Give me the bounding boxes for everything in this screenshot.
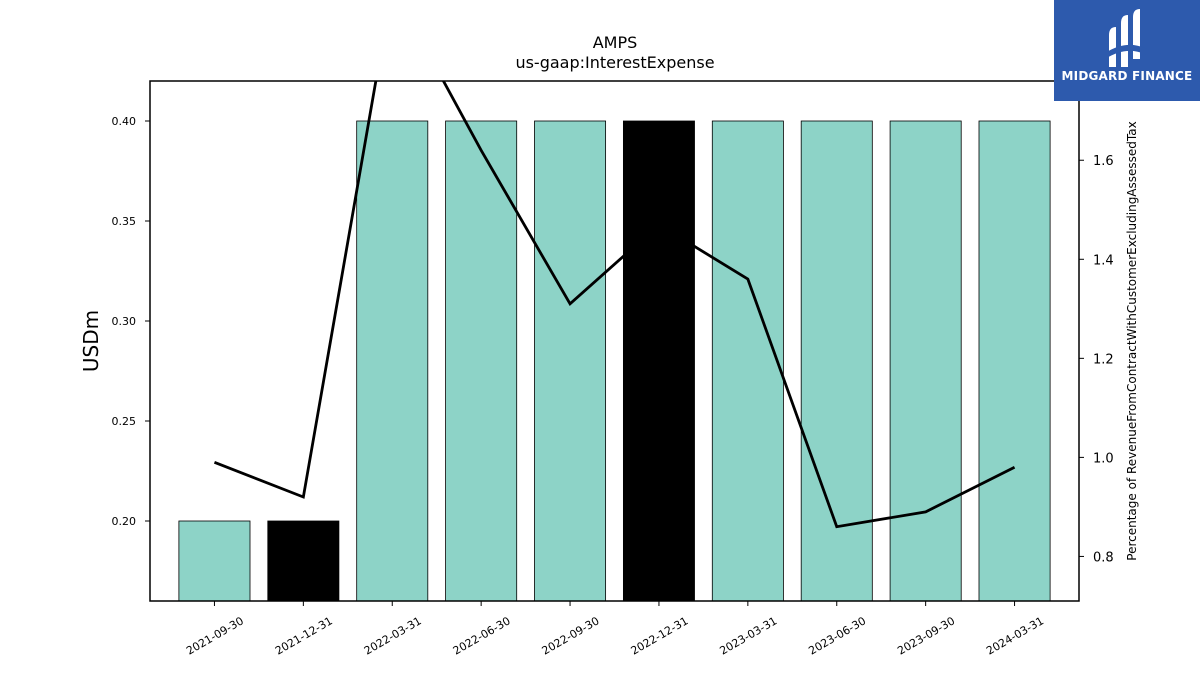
- y2-tick-label: 1.0: [1093, 451, 1114, 466]
- bar-2022-09-30: [534, 120, 607, 602]
- bar-2024-03-31: [978, 120, 1051, 602]
- x-tick-label: 2023-06-30: [806, 614, 868, 657]
- y-axis-label: USDm: [79, 310, 103, 372]
- x-tick-label: 2022-12-31: [629, 614, 691, 657]
- x-ticks-group: 2021-09-30 2021-12-31 2022-03-31 2022-06-30…: [184, 601, 1046, 658]
- bars-group: [178, 120, 1051, 602]
- y-tick-label: 0.40: [112, 115, 137, 128]
- x-tick-label: 2022-09-30: [540, 614, 602, 657]
- bar-2023-03-31: [711, 120, 784, 602]
- bar-2021-09-30: [178, 520, 251, 602]
- bar-2022-06-30: [445, 120, 518, 602]
- x-tick-label: 2023-09-30: [895, 614, 957, 657]
- bar-2022-12-31: [622, 120, 695, 602]
- y-tick-label: 0.20: [112, 515, 137, 528]
- midgard-logo-icon: [1105, 9, 1147, 67]
- chart-subtitle: us-gaap:InterestExpense: [515, 53, 714, 72]
- bar-2022-03-31: [356, 120, 429, 602]
- plot-frame: [149, 80, 1080, 602]
- y2-axis-label: Percentage of RevenueFromContractWithCus…: [1125, 121, 1139, 560]
- y-tick-label: 0.25: [112, 415, 137, 428]
- y2-tick-label: 1.6: [1093, 154, 1114, 169]
- y2-ticks-group: 0.8 1.0 1.2 1.4 1.6: [1079, 154, 1114, 565]
- x-tick-label: 2021-12-31: [273, 614, 335, 657]
- bar-2023-09-30: [889, 120, 962, 602]
- bar-2023-06-30: [800, 120, 873, 602]
- x-tick-label: 2023-03-31: [717, 614, 779, 657]
- y2-tick-label: 1.4: [1093, 253, 1114, 268]
- y-tick-label: 0.35: [112, 215, 137, 228]
- y-tick-label: 0.30: [112, 315, 137, 328]
- chart-title: AMPS: [593, 33, 638, 52]
- brand-logo: MIDGARD FINANCE: [1054, 0, 1200, 101]
- y2-tick-label: 1.2: [1093, 352, 1114, 367]
- x-tick-label: 2022-06-30: [451, 614, 513, 657]
- line-group: [213, 81, 1016, 529]
- ratio-line: [213, 81, 1016, 529]
- bar-2021-12-31: [267, 520, 340, 602]
- x-tick-label: 2021-09-30: [184, 614, 246, 657]
- x-tick-label: 2024-03-31: [984, 614, 1046, 657]
- y-ticks-group: 0.20 0.25 0.30 0.35 0.40: [112, 115, 150, 528]
- x-tick-label: 2022-03-31: [362, 614, 424, 657]
- brand-name: MIDGARD FINANCE: [1061, 69, 1193, 83]
- y2-tick-label: 0.8: [1093, 550, 1114, 565]
